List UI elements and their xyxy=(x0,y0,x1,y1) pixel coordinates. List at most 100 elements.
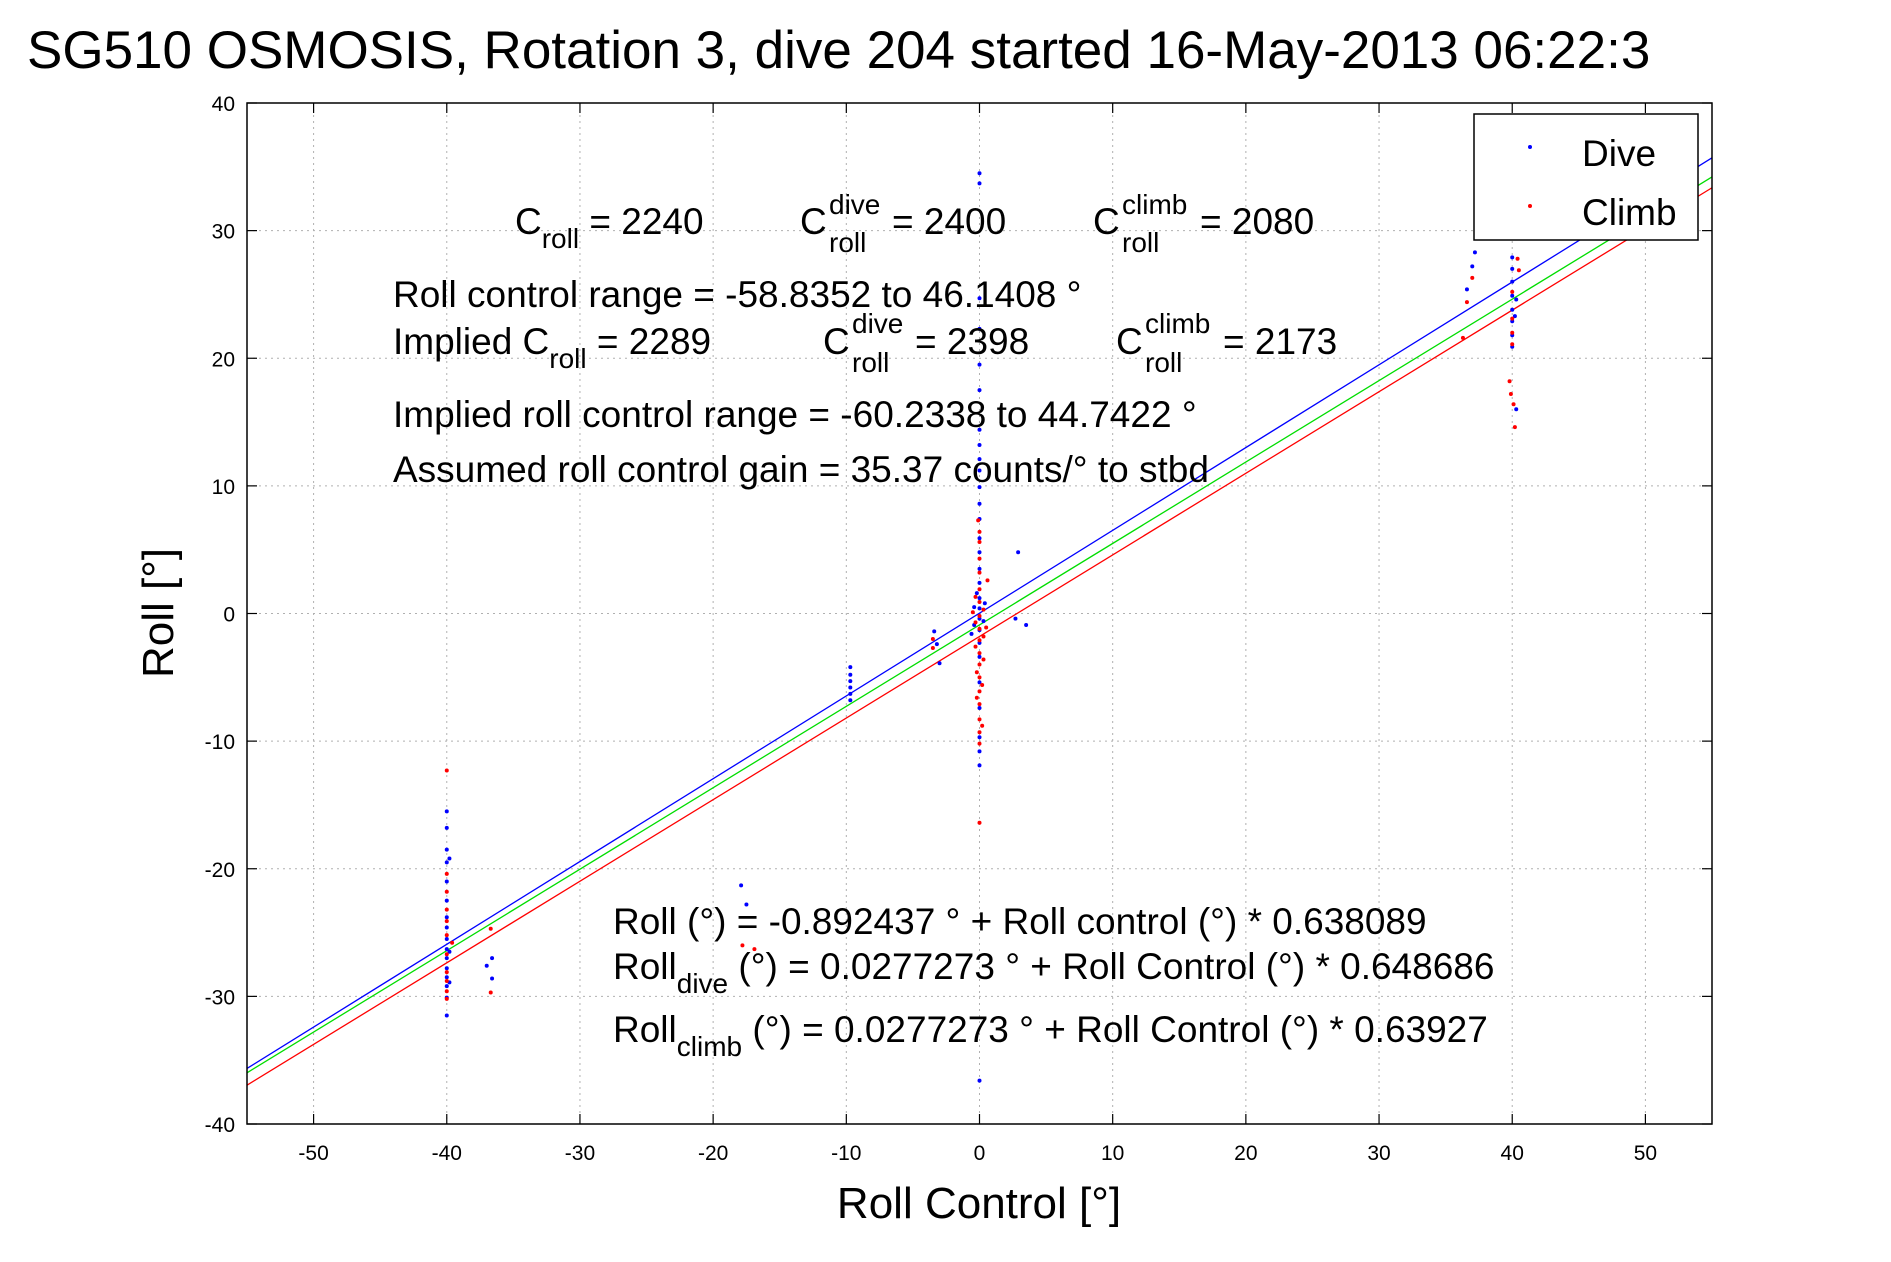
data-point-climb xyxy=(977,675,982,680)
data-point-climb xyxy=(985,578,990,583)
data-point-dive xyxy=(932,629,937,634)
data-point-dive xyxy=(848,679,853,684)
data-point-dive xyxy=(848,698,853,703)
data-point-climb xyxy=(981,657,986,662)
implied-dive-letter: C xyxy=(823,321,850,362)
data-point-climb xyxy=(444,952,449,957)
data-point-dive xyxy=(447,856,452,861)
legend-climb-label: Climb xyxy=(1582,192,1677,233)
data-point-dive xyxy=(444,825,449,830)
data-point-dive xyxy=(1016,550,1021,555)
data-point-climb xyxy=(450,940,455,945)
annotation-implied-c: Implied Croll = 2289 C dive roll = 2398 … xyxy=(393,308,1337,378)
data-point-dive xyxy=(1472,250,1477,255)
c-climb-sub: roll xyxy=(1122,227,1159,258)
data-point-dive xyxy=(934,642,939,647)
data-point-dive xyxy=(444,847,449,852)
data-point-dive xyxy=(977,443,982,448)
data-point-dive xyxy=(982,601,987,606)
data-point-dive xyxy=(848,691,853,696)
data-point-dive xyxy=(974,591,979,596)
data-point-climb xyxy=(977,820,982,825)
c-dive-letter: C xyxy=(800,201,827,242)
y-tick-label: 40 xyxy=(212,93,235,116)
data-point-climb xyxy=(1516,268,1521,273)
data-point-climb xyxy=(977,556,982,561)
implied-climb-sub: roll xyxy=(1145,347,1182,378)
x-tick-label: 50 xyxy=(1634,1142,1657,1165)
data-point-climb xyxy=(1511,402,1516,407)
data-point-climb xyxy=(977,689,982,694)
data-point-dive xyxy=(1470,264,1475,269)
data-point-climb xyxy=(977,600,982,605)
data-point-dive xyxy=(977,749,982,754)
axis-ticks: -50 -40 -30 -20 -10 0 10 20 30 40 50 -40 -30 -20 -10 0 1… xyxy=(205,93,1712,1165)
data-point-dive xyxy=(977,654,982,659)
data-point-dive xyxy=(444,860,449,865)
legend-climb-marker xyxy=(1528,204,1532,208)
data-point-dive xyxy=(490,956,495,961)
data-point-climb xyxy=(973,620,978,625)
c-climb-letter: C xyxy=(1093,201,1120,242)
data-point-dive xyxy=(977,181,982,186)
data-point-climb xyxy=(977,638,982,643)
data-point-climb xyxy=(977,730,982,735)
y-tick-label: -30 xyxy=(205,986,235,1009)
c-roll-text: Croll = 2240 xyxy=(515,201,704,254)
data-point-dive xyxy=(977,362,982,367)
data-point-climb xyxy=(980,682,985,687)
data-point-climb xyxy=(1508,391,1513,396)
data-point-climb xyxy=(1464,300,1469,305)
data-point-dive xyxy=(1464,287,1469,292)
x-tick-label: -30 xyxy=(565,1142,595,1165)
data-point-dive xyxy=(977,536,982,541)
data-point-climb xyxy=(1510,330,1515,335)
data-point-dive xyxy=(1510,255,1515,260)
data-point-climb xyxy=(488,926,493,931)
data-point-dive xyxy=(744,902,749,907)
fit-equation-dive: Rolldive (°) = 0.0277273 ° + Roll Contro… xyxy=(613,946,1494,999)
y-tick-label: 10 xyxy=(212,476,235,499)
x-tick-label: -20 xyxy=(698,1142,728,1165)
data-point-dive xyxy=(490,976,495,981)
data-point-dive xyxy=(447,949,452,954)
data-point-climb xyxy=(981,607,986,612)
data-point-climb xyxy=(1510,342,1515,347)
data-point-dive xyxy=(1024,622,1029,627)
x-tick-label: 20 xyxy=(1234,1142,1257,1165)
roll-control-range: Roll control range = -58.8352 to 46.1408… xyxy=(393,274,1081,315)
data-point-climb xyxy=(444,871,449,876)
data-point-dive xyxy=(977,388,982,393)
y-axis-label: Roll [°] xyxy=(134,548,183,678)
data-point-climb xyxy=(1507,379,1512,384)
data-point-dive xyxy=(444,915,449,920)
data-point-climb xyxy=(973,594,978,599)
data-point-dive xyxy=(444,925,449,930)
data-point-dive xyxy=(977,735,982,740)
data-point-climb xyxy=(981,634,986,639)
data-point-dive xyxy=(977,468,982,473)
data-point-climb xyxy=(930,645,935,650)
data-point-climb xyxy=(740,943,745,948)
data-point-dive xyxy=(1510,279,1515,284)
data-point-dive xyxy=(444,1013,449,1018)
c-dive-sup: dive xyxy=(829,189,880,220)
data-point-dive xyxy=(972,605,977,610)
c-dive-value: = 2400 xyxy=(892,201,1006,242)
data-point-climb xyxy=(977,717,982,722)
y-tick-label: -40 xyxy=(205,1114,235,1137)
data-point-dive xyxy=(848,665,853,670)
data-point-dive xyxy=(444,947,449,952)
legend-dive-label: Dive xyxy=(1582,133,1656,174)
data-point-dive xyxy=(977,427,982,432)
data-point-climb xyxy=(444,996,449,1001)
data-point-dive xyxy=(848,685,853,690)
implied-c-roll: Implied Croll = 2289 xyxy=(393,321,711,374)
data-point-climb xyxy=(977,626,982,631)
data-point-dive xyxy=(848,672,853,677)
data-point-dive xyxy=(1510,293,1515,298)
implied-climb-value: = 2173 xyxy=(1223,321,1337,362)
data-point-dive xyxy=(977,606,982,611)
fit-lines xyxy=(246,157,1713,1086)
data-point-dive xyxy=(977,763,982,768)
